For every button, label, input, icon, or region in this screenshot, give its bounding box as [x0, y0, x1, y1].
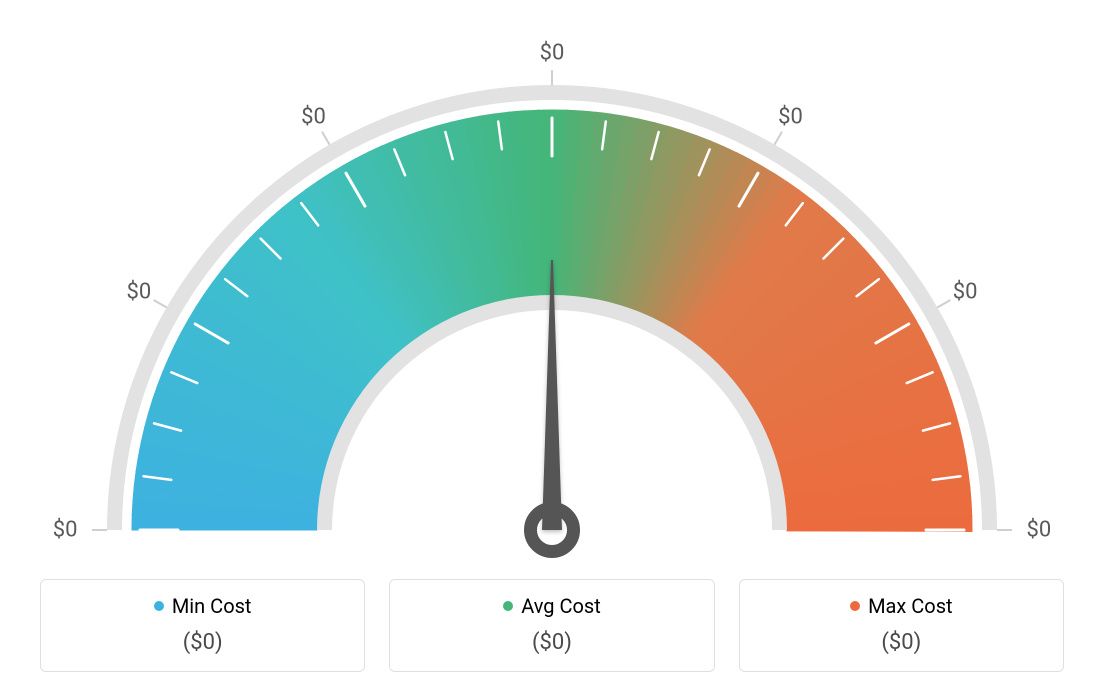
dot-icon [850, 601, 860, 611]
legend-title-max: Max Cost [850, 594, 953, 618]
legend-title-min: Min Cost [154, 594, 252, 618]
gauge-tick-label: $0 [540, 41, 565, 66]
gauge-area: $0 $0 $0 $0 $0 $0 $0 [52, 10, 1052, 560]
legend-card-max: Max Cost ($0) [739, 579, 1064, 672]
gauge-tick-label: $0 [1027, 518, 1052, 543]
legend-label: Min Cost [172, 594, 252, 618]
gauge-svg [52, 10, 1052, 570]
legend-row: Min Cost ($0) Avg Cost ($0) Max Cost ($0… [40, 579, 1064, 672]
gauge-tick-label: $0 [778, 104, 803, 129]
gauge-tick-label: $0 [301, 104, 326, 129]
dot-icon [154, 601, 164, 611]
legend-card-avg: Avg Cost ($0) [389, 579, 714, 672]
gauge-tick-label: $0 [953, 279, 978, 304]
legend-value: ($0) [51, 630, 354, 655]
gauge-cost-chart: $0 $0 $0 $0 $0 $0 $0 Min Cost ($0) Avg Cost ($… [0, 0, 1104, 690]
gauge-tick-label: $0 [53, 518, 78, 543]
legend-label: Max Cost [868, 594, 953, 618]
legend-card-min: Min Cost ($0) [40, 579, 365, 672]
dot-icon [503, 601, 513, 611]
legend-value: ($0) [400, 630, 703, 655]
legend-value: ($0) [750, 630, 1053, 655]
legend-label: Avg Cost [521, 594, 601, 618]
legend-title-avg: Avg Cost [503, 594, 601, 618]
gauge-tick-label: $0 [127, 279, 152, 304]
